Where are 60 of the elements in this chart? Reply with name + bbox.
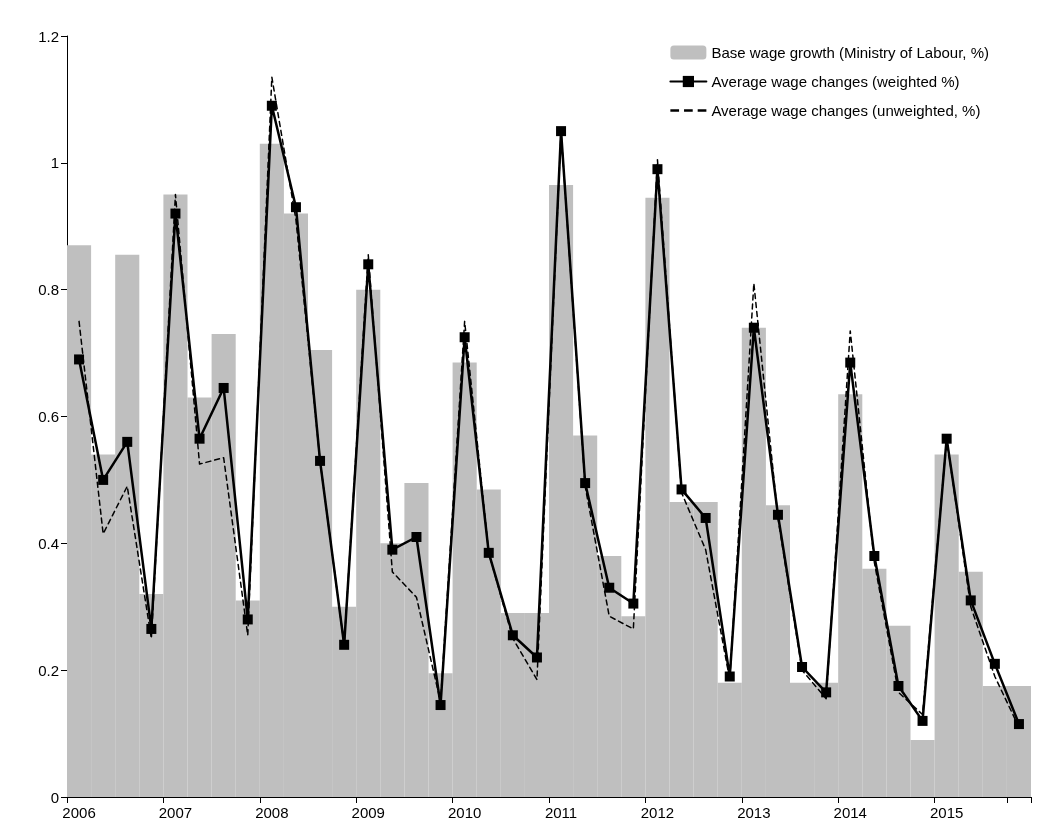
point (290, 202, 301, 213)
point (146, 623, 157, 634)
y-tick-label: 0.8 (38, 281, 59, 299)
x-tick-label: 2007 (158, 804, 193, 821)
point (459, 332, 470, 343)
point (965, 595, 976, 606)
point (941, 433, 952, 444)
y-tick-label: 0.4 (38, 534, 59, 552)
y-tick-label: 1.2 (38, 27, 59, 45)
point (266, 100, 277, 111)
point (989, 658, 1000, 669)
point (628, 598, 639, 609)
x-tick-label: 2012 (640, 804, 675, 821)
point (748, 322, 759, 333)
point (411, 531, 422, 542)
x-tick-label: 2010 (447, 804, 482, 821)
point (218, 382, 229, 393)
y-tick-label: 1 (50, 154, 59, 172)
point (74, 354, 85, 365)
point (700, 512, 711, 523)
point (194, 433, 205, 444)
legend-label: Average wage changes (unweighted, %) (711, 102, 981, 119)
point (531, 652, 542, 663)
y-tick-label: 0 (50, 788, 59, 806)
x-tick-label: 2015 (929, 804, 964, 821)
point (170, 208, 181, 219)
point (435, 700, 446, 711)
point (98, 474, 109, 485)
point (917, 715, 928, 726)
y-tick-label: 0.2 (38, 661, 59, 679)
point (869, 551, 880, 562)
point (556, 126, 567, 137)
point (845, 357, 856, 368)
x-tick-label: 2013 (737, 804, 771, 821)
point (821, 687, 832, 698)
point (797, 662, 808, 672)
x-tick-label: 2014 (833, 804, 867, 821)
point (387, 544, 398, 555)
point (724, 671, 735, 682)
point (676, 484, 687, 495)
point (483, 547, 494, 558)
point (122, 436, 133, 447)
point (1013, 719, 1024, 730)
point (893, 681, 904, 692)
legend-label: Base wage growth (Ministry of Labour, %) (711, 44, 989, 61)
point (315, 455, 326, 466)
point (507, 630, 518, 641)
x-tick-label: 2009 (351, 804, 385, 821)
legend-label: Average wage changes (weighted %) (711, 73, 960, 90)
point (242, 614, 253, 625)
point (604, 582, 615, 593)
x-tick-label: 2006 (62, 804, 96, 821)
point (652, 164, 663, 175)
y-tick-label: 0.6 (38, 408, 59, 425)
point (363, 259, 374, 270)
x-tick-label: 2011 (544, 804, 578, 821)
point (772, 509, 783, 520)
point (339, 639, 350, 650)
x-tick-label: 2008 (255, 804, 289, 821)
point (580, 478, 591, 489)
